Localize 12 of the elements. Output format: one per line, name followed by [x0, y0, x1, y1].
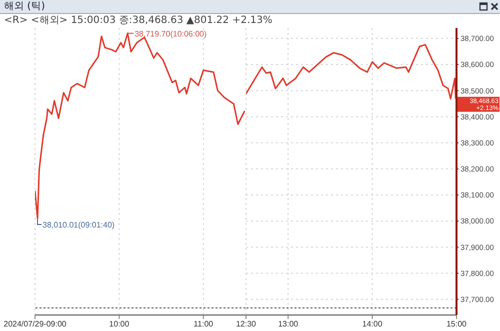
line-series — [246, 44, 456, 100]
x-tick-label: 12:30 — [235, 320, 256, 329]
x-tick-label: 15:00 — [446, 320, 467, 329]
x-tick-label: 13:00 — [278, 320, 298, 329]
x-tick-label: 10:00 — [109, 320, 130, 329]
x-tick-label: 14:00 — [362, 320, 382, 329]
annotation: 38,010.01(09:01:40) — [42, 220, 115, 230]
chart-title: 해외 (틱) — [4, 0, 45, 13]
chart-subtitle: <R> <해외> 15:00:03 종:38,468.63 ▲801.22 +2.13% — [4, 14, 272, 27]
x-tick-label: 11:00 — [194, 320, 214, 329]
annotation: 38,719.70(10:06:00) — [134, 29, 208, 38]
x-tick-label: 2024/07/29-09:00 — [4, 320, 67, 329]
